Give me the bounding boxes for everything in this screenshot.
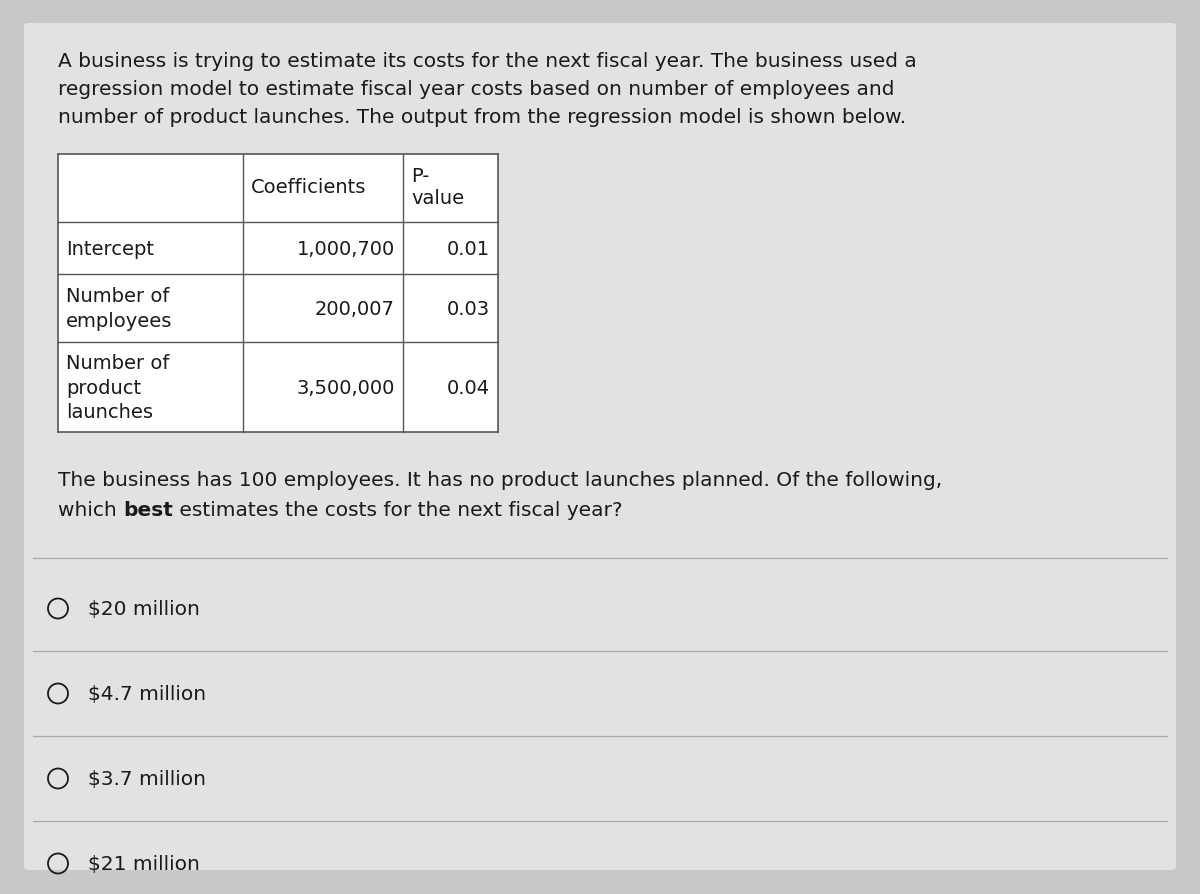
Text: estimates the costs for the next fiscal year?: estimates the costs for the next fiscal … bbox=[173, 501, 623, 519]
Text: which: which bbox=[58, 501, 124, 519]
FancyBboxPatch shape bbox=[24, 24, 1176, 870]
Text: Number of
product
launches: Number of product launches bbox=[66, 354, 169, 421]
Text: P-
value: P- value bbox=[410, 166, 464, 207]
Text: 0.01: 0.01 bbox=[446, 240, 490, 258]
Text: 1,000,700: 1,000,700 bbox=[296, 240, 395, 258]
Text: 200,007: 200,007 bbox=[316, 299, 395, 318]
Text: $21 million: $21 million bbox=[88, 854, 200, 873]
Text: A business is trying to estimate its costs for the next fiscal year. The busines: A business is trying to estimate its cos… bbox=[58, 52, 917, 71]
Text: The business has 100 employees. It has no product launches planned. Of the follo: The business has 100 employees. It has n… bbox=[58, 470, 942, 489]
Text: Intercept: Intercept bbox=[66, 240, 154, 258]
Text: best: best bbox=[124, 501, 173, 519]
Text: Coefficients: Coefficients bbox=[251, 177, 366, 197]
Text: 3,500,000: 3,500,000 bbox=[296, 378, 395, 397]
Text: Number of
employees: Number of employees bbox=[66, 287, 173, 330]
Text: regression model to estimate fiscal year costs based on number of employees and: regression model to estimate fiscal year… bbox=[58, 80, 894, 99]
Text: $3.7 million: $3.7 million bbox=[88, 769, 206, 789]
Text: $20 million: $20 million bbox=[88, 599, 200, 619]
Text: 0.04: 0.04 bbox=[446, 378, 490, 397]
Text: number of product launches. The output from the regression model is shown below.: number of product launches. The output f… bbox=[58, 108, 906, 127]
Text: 0.03: 0.03 bbox=[446, 299, 490, 318]
Bar bbox=[58, 155, 498, 433]
Text: $4.7 million: $4.7 million bbox=[88, 684, 206, 704]
